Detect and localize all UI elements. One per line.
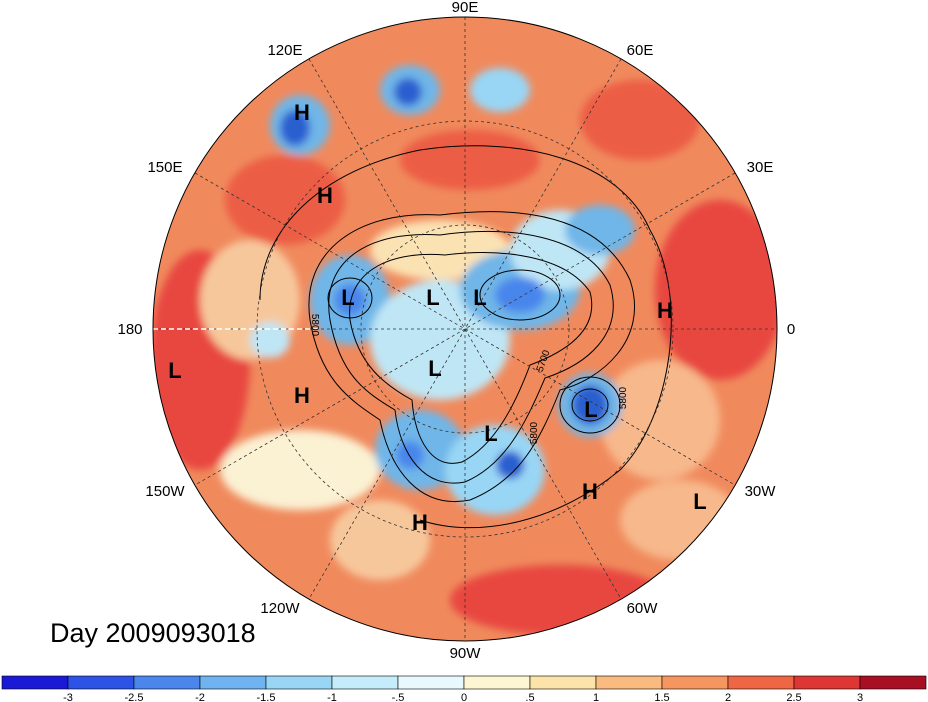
- lon-label: 180: [117, 321, 142, 338]
- colorbar-swatch: [265, 675, 333, 690]
- low-pressure-label: L: [168, 358, 181, 383]
- lon-label: 90W: [450, 645, 482, 662]
- colorbar-tick-label: 1.5: [654, 692, 669, 702]
- colorbar-tick-label: -2.5: [125, 692, 144, 702]
- colorbar-tick-label: 2.5: [786, 692, 801, 702]
- colorbar-tick-label: -1: [327, 692, 337, 702]
- colorbar-tick-label: -3: [63, 692, 73, 702]
- colorbar-tick-label: .5: [525, 692, 534, 702]
- low-pressure-label: L: [341, 285, 354, 310]
- high-pressure-label: H: [412, 510, 428, 535]
- lon-label: 60E: [627, 42, 654, 59]
- colorbar-swatch: [67, 675, 135, 690]
- contour-label: 5800: [529, 421, 540, 444]
- colorbar-swatch: [331, 675, 399, 690]
- high-pressure-label: H: [317, 183, 333, 208]
- colorbar-tick-label: -1.5: [257, 692, 276, 702]
- graticule: [153, 17, 777, 641]
- colorbar-swatch: [793, 675, 861, 690]
- colorbar-swatch: [463, 675, 531, 690]
- lon-label: 30E: [747, 159, 774, 176]
- low-pressure-label: L: [584, 397, 597, 422]
- date-label: Day 2009093018: [50, 618, 256, 648]
- colorbar-tick-label: 0: [461, 692, 467, 702]
- high-pressure-label: H: [582, 479, 598, 504]
- colorbar-swatch: [133, 675, 201, 690]
- colorbar-swatch: [661, 675, 729, 690]
- contour-label: 5800: [618, 386, 629, 409]
- high-pressure-label: H: [294, 100, 310, 125]
- colorbar-swatch: [199, 675, 267, 690]
- low-pressure-label: L: [693, 489, 706, 514]
- colorbar-swatch: [1, 675, 69, 690]
- high-pressure-label: H: [657, 298, 673, 323]
- colorbar-tick-label: 3: [857, 692, 863, 702]
- colorbar-swatch: [727, 675, 795, 690]
- lon-label: 60W: [627, 600, 659, 617]
- low-pressure-label: L: [484, 421, 497, 446]
- high-pressure-label: H: [294, 383, 310, 408]
- pressure-centers: H H L L L H L L H L L H L H: [168, 100, 706, 535]
- colorbar-tick-label: -2: [195, 692, 205, 702]
- longitude-labels: 90E 120E 60E 150E 30E 180 0 150W 30W 120…: [117, 0, 795, 662]
- low-pressure-label: L: [428, 356, 441, 381]
- low-pressure-label: L: [473, 285, 486, 310]
- colorbar-tick-label: 1: [593, 692, 599, 702]
- lon-label: 30W: [745, 483, 777, 500]
- lon-label: 90E: [452, 0, 479, 16]
- map-border: [152, 16, 778, 642]
- colorbar-tick-label: -.5: [392, 692, 405, 702]
- contour-label: 5800: [309, 314, 320, 337]
- height-contours: [259, 145, 672, 529]
- colorbar: -3 -2.5 -2 -1.5 -1 -.5 0 .5 1 1.5 2 2.5 3: [1, 675, 927, 702]
- colorbar-swatch: [529, 675, 597, 690]
- colorbar-tick-label: 2: [725, 692, 731, 702]
- colorbar-swatch: [859, 675, 927, 690]
- low-pressure-label: L: [426, 285, 439, 310]
- lon-label: 120W: [260, 600, 300, 617]
- colorbar-swatch: [397, 675, 465, 690]
- lon-label: 0: [787, 321, 795, 338]
- colorbar-swatch: [595, 675, 663, 690]
- lon-label: 120E: [267, 42, 302, 59]
- lon-label: 150E: [147, 159, 182, 176]
- lon-label: 150W: [145, 483, 185, 500]
